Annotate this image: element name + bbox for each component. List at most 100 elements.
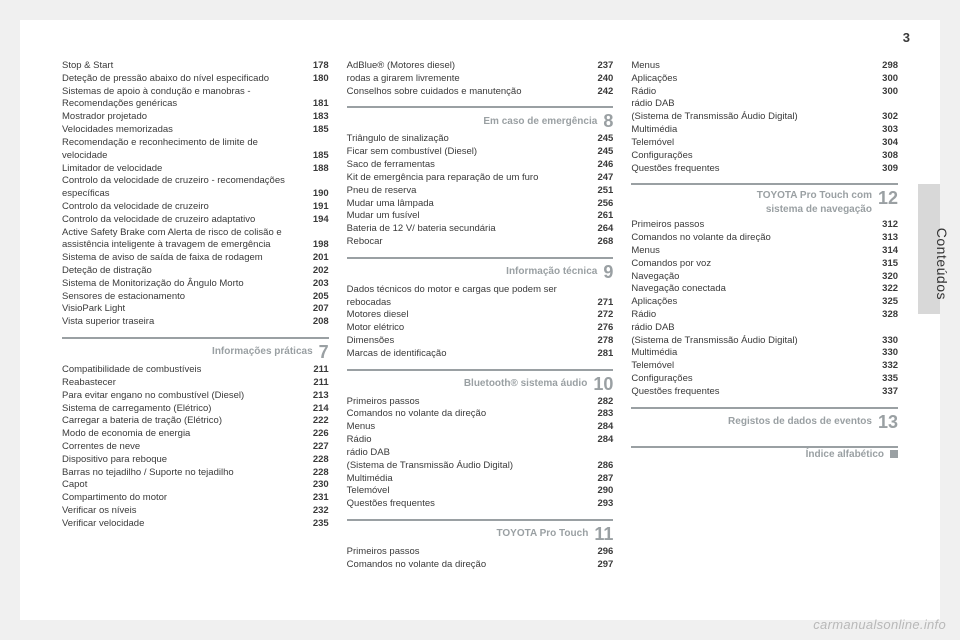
toc-entry: Limitador de velocidade188 xyxy=(62,163,329,176)
toc-section-title: TOYOTA Pro Touch com xyxy=(757,189,872,203)
toc-entry-label: Aplicações xyxy=(631,73,874,86)
toc-entry-page: 325 xyxy=(882,296,898,309)
toc-entry: rádio DAB (Sistema de Transmissão Áudio … xyxy=(631,98,898,124)
toc-entry-label: Aplicações xyxy=(631,296,874,309)
toc-section-title: TOYOTA Pro Touch xyxy=(496,527,588,541)
toc-section-header xyxy=(347,519,614,521)
toc-entry-page: 245 xyxy=(597,146,613,159)
toc-entry: Bateria de 12 V/ bateria secundária 264 xyxy=(347,223,614,236)
column-1: Stop & Start178Deteção de pressão abaixo… xyxy=(62,60,329,600)
toc-entry-label: Ficar sem combustível (Diesel) xyxy=(347,146,590,159)
toc-entry-page: 180 xyxy=(313,73,329,86)
toc-entry-page: 227 xyxy=(313,441,329,454)
toc-entry: rodas a girarem livremente240 xyxy=(347,73,614,86)
toc-entry-page: 278 xyxy=(597,335,613,348)
toc-entry: Active Safety Brake com Alerta de risco … xyxy=(62,227,329,253)
toc-entry: Para evitar engano no combustível (Diese… xyxy=(62,390,329,403)
toc-entry-label: Limitador de velocidade xyxy=(62,163,305,176)
toc-section-title: Em caso de emergência xyxy=(483,115,597,129)
toc-entry-label: Stop & Start xyxy=(62,60,305,73)
toc-entry: Dispositivo para reboque228 xyxy=(62,454,329,467)
toc-entry: Sistema de carregamento (Elétrico)214 xyxy=(62,403,329,416)
toc-entry-page: 330 xyxy=(882,347,898,360)
toc-entry-page: 178 xyxy=(313,60,329,73)
toc-entry-page: 261 xyxy=(597,210,613,223)
toc-entry-label: Modo de economia de energia xyxy=(62,428,305,441)
page-number: 3 xyxy=(903,30,910,45)
toc-entry: Deteção de distração202 xyxy=(62,265,329,278)
toc-entry: Motores diesel272 xyxy=(347,309,614,322)
toc-entry-page: 281 xyxy=(597,348,613,361)
toc-entry-label: Reabastecer xyxy=(62,377,305,390)
toc-entry: Rebocar268 xyxy=(347,236,614,249)
toc-entry: Kit de emergência para reparação de um f… xyxy=(347,172,614,185)
toc-entry: Mudar um fusível261 xyxy=(347,210,614,223)
toc-entry-page: 198 xyxy=(313,239,329,252)
column-3: Menus298Aplicações300Rádio300rádio DAB (… xyxy=(631,60,898,600)
toc-entry-page: 208 xyxy=(313,316,329,329)
toc-entry: Configurações308 xyxy=(631,150,898,163)
toc-entry-label: Kit de emergência para reparação de um f… xyxy=(347,172,590,185)
toc-entry-page: 214 xyxy=(313,403,329,416)
toc-entry-label: Questões frequentes xyxy=(631,386,874,399)
toc-entry-label: Navegação xyxy=(631,271,874,284)
toc-entry-page: 303 xyxy=(882,124,898,137)
toc-entry-label: Dados técnicos do motor e cargas que pod… xyxy=(347,284,590,310)
toc-entry-label: Configurações xyxy=(631,150,874,163)
square-icon xyxy=(890,450,898,458)
toc-entry: Questões frequentes293 xyxy=(347,498,614,511)
toc-entry-page: 232 xyxy=(313,505,329,518)
divider xyxy=(631,407,898,409)
toc-entry: Telemóvel290 xyxy=(347,485,614,498)
toc-entry: Navegação 320 xyxy=(631,271,898,284)
toc-entry-page: 330 xyxy=(882,335,898,348)
toc-entry-page: 203 xyxy=(313,278,329,291)
toc-entry-label: Sistema de Monitorização do Ângulo Morto xyxy=(62,278,305,291)
toc-entry: Conselhos sobre cuidados e manutenção242 xyxy=(347,86,614,99)
toc-entry: Dimensões278 xyxy=(347,335,614,348)
toc-entry-label: Compatibilidade de combustíveis xyxy=(62,364,305,377)
toc-entry-page: 264 xyxy=(597,223,613,236)
toc-entry: Verificar velocidade235 xyxy=(62,518,329,531)
toc-entry-page: 283 xyxy=(597,408,613,421)
toc-entry: Marcas de identificação281 xyxy=(347,348,614,361)
toc-entry-label: Controlo da velocidade de cruzeiro adapt… xyxy=(62,214,305,227)
toc-entry: Comandos no volante da direção 283 xyxy=(347,408,614,421)
toc-entry-label: Telemóvel xyxy=(631,360,874,373)
toc-entry: Multimédia330 xyxy=(631,347,898,360)
toc-entry-label: Verificar os níveis xyxy=(62,505,305,518)
toc-entry-label: Saco de ferramentas xyxy=(347,159,590,172)
toc-entry-label: Comandos no volante da direção xyxy=(631,232,874,245)
toc-entry-page: 296 xyxy=(597,546,613,559)
toc-entry: Barras no tejadilho / Suporte no tejadil… xyxy=(62,467,329,480)
toc-entry-page: 245 xyxy=(597,133,613,146)
toc-entry-page: 230 xyxy=(313,479,329,492)
toc-entry-page: 228 xyxy=(313,454,329,467)
toc-entry-label: Compartimento do motor xyxy=(62,492,305,505)
toc-entry: Aplicações300 xyxy=(631,73,898,86)
toc-entry: Primeiros passos296 xyxy=(347,546,614,559)
toc-section-number: 9 xyxy=(603,263,613,281)
toc-entry-label: Sistema de aviso de saída de faixa de ro… xyxy=(62,252,305,265)
toc-entry-page: 297 xyxy=(597,559,613,572)
divider xyxy=(347,106,614,108)
toc-entry-page: 302 xyxy=(882,111,898,124)
toc-section-title: Bluetooth® sistema áudio xyxy=(464,377,588,391)
toc-entry-label: Comandos no volante da direção xyxy=(347,408,590,421)
toc-entry-page: 304 xyxy=(882,137,898,150)
toc-entry-page: 222 xyxy=(313,415,329,428)
toc-entry-label: Bateria de 12 V/ bateria secundária xyxy=(347,223,590,236)
toc-section-title: Informação técnica xyxy=(506,265,597,279)
toc-entry: Primeiros passos312 xyxy=(631,219,898,232)
toc-entry-page: 298 xyxy=(882,60,898,73)
toc-entry-page: 320 xyxy=(882,271,898,284)
toc-entry-label: rodas a girarem livremente xyxy=(347,73,590,86)
toc-entry-page: 231 xyxy=(313,492,329,505)
divider xyxy=(347,369,614,371)
toc-section-number: 10 xyxy=(593,375,613,393)
toc-entry-label: Barras no tejadilho / Suporte no tejadil… xyxy=(62,467,305,480)
toc-entry-page: 335 xyxy=(882,373,898,386)
toc-entry-page: 191 xyxy=(313,201,329,214)
toc-entry-page: 242 xyxy=(597,86,613,99)
watermark: carmanualsonline.info xyxy=(813,617,946,632)
